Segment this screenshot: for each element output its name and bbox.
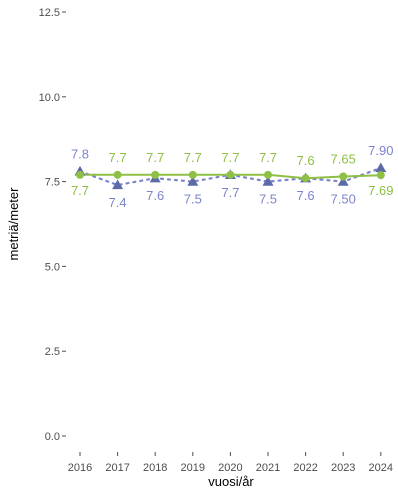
triangle-point <box>262 176 274 186</box>
triangle-data-label: 7.90 <box>368 143 393 158</box>
circle-point <box>376 171 385 180</box>
x-tick-label: 2023 <box>331 462 355 474</box>
circle-data-label: 7.7 <box>71 183 89 198</box>
circle-point <box>301 174 310 183</box>
triangle-data-label: 7.6 <box>146 188 164 203</box>
circle-point <box>339 172 348 181</box>
circle-point <box>151 170 160 179</box>
series-layer <box>74 162 387 190</box>
circle-point <box>76 170 84 179</box>
x-tick-label: 2022 <box>293 462 317 474</box>
triangle-point <box>187 176 199 186</box>
x-tick-label: 2016 <box>68 462 92 474</box>
circle-point <box>226 170 235 179</box>
y-tick-label: 5.0 <box>45 261 60 273</box>
circle-data-label: 7.6 <box>297 153 315 168</box>
triangle-data-label: 7.5 <box>259 192 277 207</box>
y-axis-ticks: 0.0 2.5 5.0 7.5 10.0 12.5 <box>39 7 66 443</box>
circle-point <box>264 170 272 179</box>
circle-data-label: 7.7 <box>146 150 164 165</box>
data-labels: 7.8 7.4 7.6 7.5 7.7 7.5 7.6 7.50 7.90 7.7 7.7 7.7 7.… <box>71 143 393 210</box>
triangle-data-label: 7.50 <box>331 192 356 207</box>
x-tick-label: 2021 <box>256 462 280 474</box>
triangle-data-label: 7.6 <box>297 188 315 203</box>
y-tick-label: 10.0 <box>39 92 60 104</box>
circle-point <box>113 170 122 179</box>
y-axis-title: metriä/meter <box>6 187 21 261</box>
x-tick-label: 2017 <box>105 462 129 474</box>
y-tick-label: 12.5 <box>39 7 60 19</box>
y-tick-label: 0.0 <box>45 431 60 443</box>
triangle-data-label: 7.7 <box>221 185 239 200</box>
x-tick-label: 2018 <box>143 462 167 474</box>
triangle-data-label: 7.5 <box>184 192 202 207</box>
triangle-data-label: 7.8 <box>71 146 89 161</box>
x-tick-label: 2020 <box>218 462 242 474</box>
circle-data-label: 7.7 <box>184 150 202 165</box>
circle-point <box>188 170 197 179</box>
y-tick-label: 2.5 <box>45 346 60 358</box>
x-axis-title: vuosi/år <box>208 474 254 489</box>
triangle-point <box>375 162 387 173</box>
triangle-point <box>337 176 349 186</box>
triangle-point <box>112 179 124 190</box>
circle-data-label: 7.65 <box>331 152 356 167</box>
circle-data-label: 7.7 <box>259 150 277 165</box>
circle-data-label: 7.7 <box>221 150 239 165</box>
x-tick-label: 2019 <box>181 462 205 474</box>
x-tick-label: 2024 <box>369 462 393 474</box>
circle-data-label: 7.69 <box>368 183 393 198</box>
circle-data-label: 7.7 <box>109 150 127 165</box>
triangle-data-label: 7.4 <box>109 195 127 210</box>
y-tick-label: 7.5 <box>45 177 60 189</box>
x-axis-ticks: 2016 2017 2018 2019 2020 2021 2022 2023 2024 <box>68 452 393 474</box>
